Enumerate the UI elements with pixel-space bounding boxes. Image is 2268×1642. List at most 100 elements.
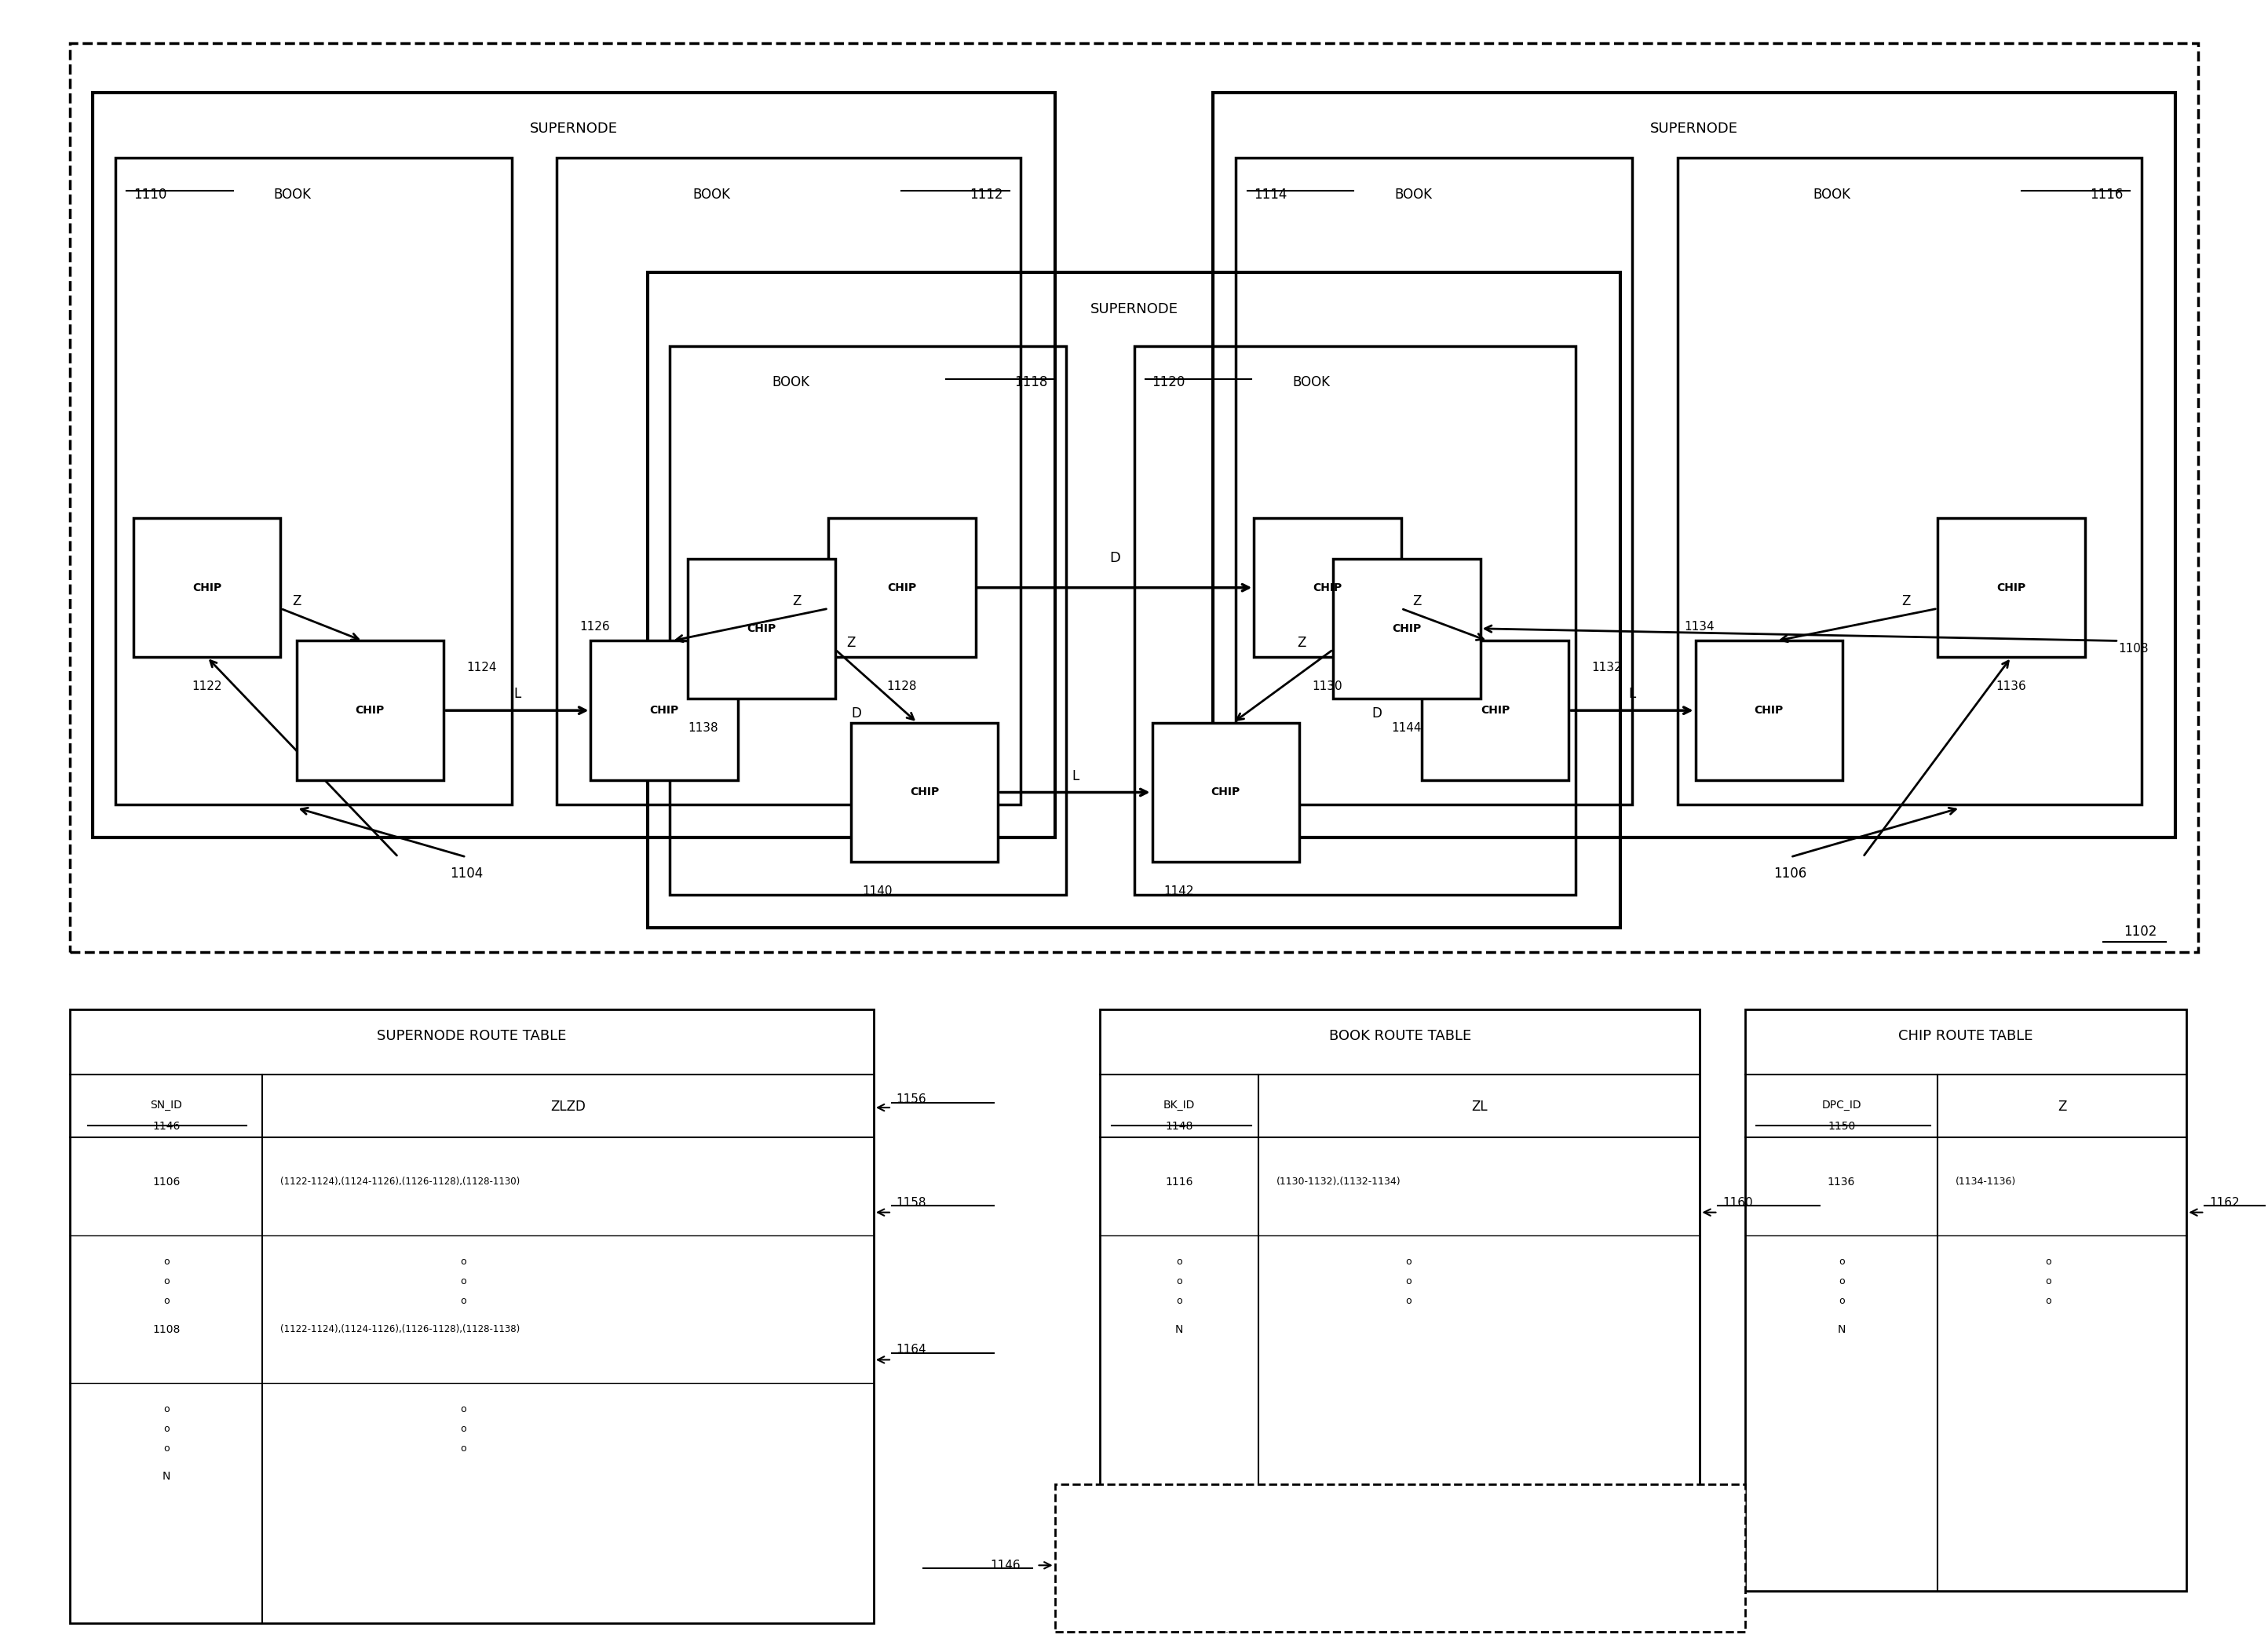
Bar [646, 273, 1622, 928]
Text: 1122: 1122 [193, 681, 222, 693]
Text: Z: Z [1413, 594, 1422, 609]
Text: D: D [1372, 706, 1381, 721]
Bar [1236, 158, 1633, 805]
Bar [669, 346, 1066, 895]
Text: CHIP: CHIP [1211, 787, 1241, 798]
Text: N: N [1175, 1323, 1184, 1335]
Text: 1146: 1146 [991, 1560, 1021, 1571]
Bar [590, 640, 737, 780]
Text: L: L [513, 686, 522, 701]
Text: 1130: 1130 [1313, 681, 1343, 693]
Text: CHIP: CHIP [1996, 583, 2025, 593]
Text: o: o [1406, 1296, 1411, 1305]
Text: N: N [1837, 1323, 1846, 1335]
Bar [1334, 558, 1481, 698]
Text: 1108: 1108 [152, 1323, 179, 1335]
Text: BK_ID: BK_ID [1297, 1524, 1329, 1534]
Text: 1116: 1116 [1166, 1176, 1193, 1187]
Text: SUPERNODE ROUTE TABLE: SUPERNODE ROUTE TABLE [376, 1030, 567, 1043]
Text: 1146: 1146 [152, 1121, 179, 1131]
Text: ZLZD: ZLZD [551, 1100, 585, 1113]
Bar [850, 722, 998, 862]
Text: o: o [460, 1404, 467, 1414]
Text: 1134: 1134 [1685, 621, 1715, 632]
Bar [828, 517, 975, 657]
Text: Z: Z [1901, 594, 1910, 609]
Text: BOOK: BOOK [1395, 187, 1431, 202]
Bar [1254, 517, 1402, 657]
Bar [1678, 158, 2141, 805]
Text: 1142: 1142 [1163, 885, 1193, 897]
Text: BOOK: BOOK [274, 187, 311, 202]
Text: SPC_ID: SPC_ID [1640, 1524, 1678, 1534]
Text: SUPERNODE: SUPERNODE [1651, 122, 1737, 136]
Bar [297, 640, 445, 780]
Text: o: o [163, 1443, 170, 1453]
Text: o: o [163, 1424, 170, 1433]
Text: (1122-1124),(1124-1126),(1126-1128),(1128-1138): (1122-1124),(1124-1126),(1126-1128),(112… [281, 1323, 519, 1333]
Text: BOOK: BOOK [692, 187, 730, 202]
Text: o: o [1839, 1276, 1844, 1286]
Bar [70, 43, 2198, 952]
Text: 1112: 1112 [968, 187, 1002, 202]
Text: 1114: 1114 [1254, 187, 1288, 202]
Text: 1150: 1150 [1300, 1585, 1327, 1596]
Text: 1102: 1102 [2123, 924, 2157, 939]
Text: BOOK: BOOK [771, 376, 810, 389]
Text: CHIP: CHIP [356, 704, 386, 716]
Text: CHIP: CHIP [909, 787, 939, 798]
Text: o: o [460, 1276, 467, 1286]
Text: BOOK: BOOK [1812, 187, 1851, 202]
Text: N: N [163, 1471, 170, 1483]
Text: BOOK: BOOK [1293, 376, 1329, 389]
Text: 1128: 1128 [887, 681, 916, 693]
Text: 1136: 1136 [1828, 1176, 1855, 1187]
Text: 1144: 1144 [1393, 722, 1422, 734]
Text: CHIP: CHIP [649, 704, 678, 716]
Bar [134, 517, 281, 657]
Text: 1126: 1126 [578, 621, 610, 632]
Bar [1422, 640, 1569, 780]
Text: 1120: 1120 [1152, 376, 1186, 389]
Text: o: o [1839, 1256, 1844, 1266]
Text: o: o [460, 1296, 467, 1305]
Text: 1106: 1106 [1774, 867, 1808, 880]
Bar [1055, 1484, 1744, 1632]
Text: CHIP: CHIP [1393, 622, 1422, 634]
Text: o: o [460, 1424, 467, 1433]
Bar [93, 92, 1055, 837]
Text: 1136: 1136 [1996, 681, 2025, 693]
Text: 1152: 1152 [1472, 1585, 1499, 1596]
Text: DPC_ID: DPC_ID [1467, 1524, 1506, 1534]
Bar [1744, 1010, 2186, 1591]
Text: (1134-1136): (1134-1136) [1955, 1176, 2016, 1187]
Text: D: D [1109, 552, 1120, 565]
Text: 1106: 1106 [152, 1176, 179, 1187]
Text: SN_ID: SN_ID [150, 1100, 181, 1110]
Text: SN_ID: SN_ID [1125, 1524, 1157, 1534]
Text: 1164: 1164 [896, 1345, 928, 1356]
Text: 1162: 1162 [2209, 1197, 2239, 1209]
Text: o: o [163, 1256, 170, 1266]
Text: Z: Z [846, 635, 855, 650]
Text: D: D [850, 706, 862, 721]
Text: CHIP: CHIP [746, 622, 776, 634]
Text: BK_ID: BK_ID [1163, 1100, 1195, 1110]
Bar [1134, 346, 1576, 895]
Bar [1213, 92, 2175, 837]
Text: 1132: 1132 [1592, 662, 1622, 673]
Text: o: o [163, 1404, 170, 1414]
Text: o: o [1177, 1256, 1182, 1266]
Text: L: L [1070, 768, 1080, 783]
Text: CHIP: CHIP [1755, 704, 1783, 716]
Text: 1124: 1124 [467, 662, 497, 673]
Bar [556, 158, 1021, 805]
Text: o: o [163, 1296, 170, 1305]
Bar [70, 1010, 873, 1624]
Bar [687, 558, 835, 698]
Text: (1122-1124),(1124-1126),(1126-1128),(1128-1130): (1122-1124),(1124-1126),(1126-1128),(112… [281, 1176, 519, 1187]
Bar [1152, 722, 1300, 862]
Bar [1100, 1010, 1701, 1591]
Text: o: o [163, 1276, 170, 1286]
Text: 1150: 1150 [1828, 1121, 1855, 1131]
